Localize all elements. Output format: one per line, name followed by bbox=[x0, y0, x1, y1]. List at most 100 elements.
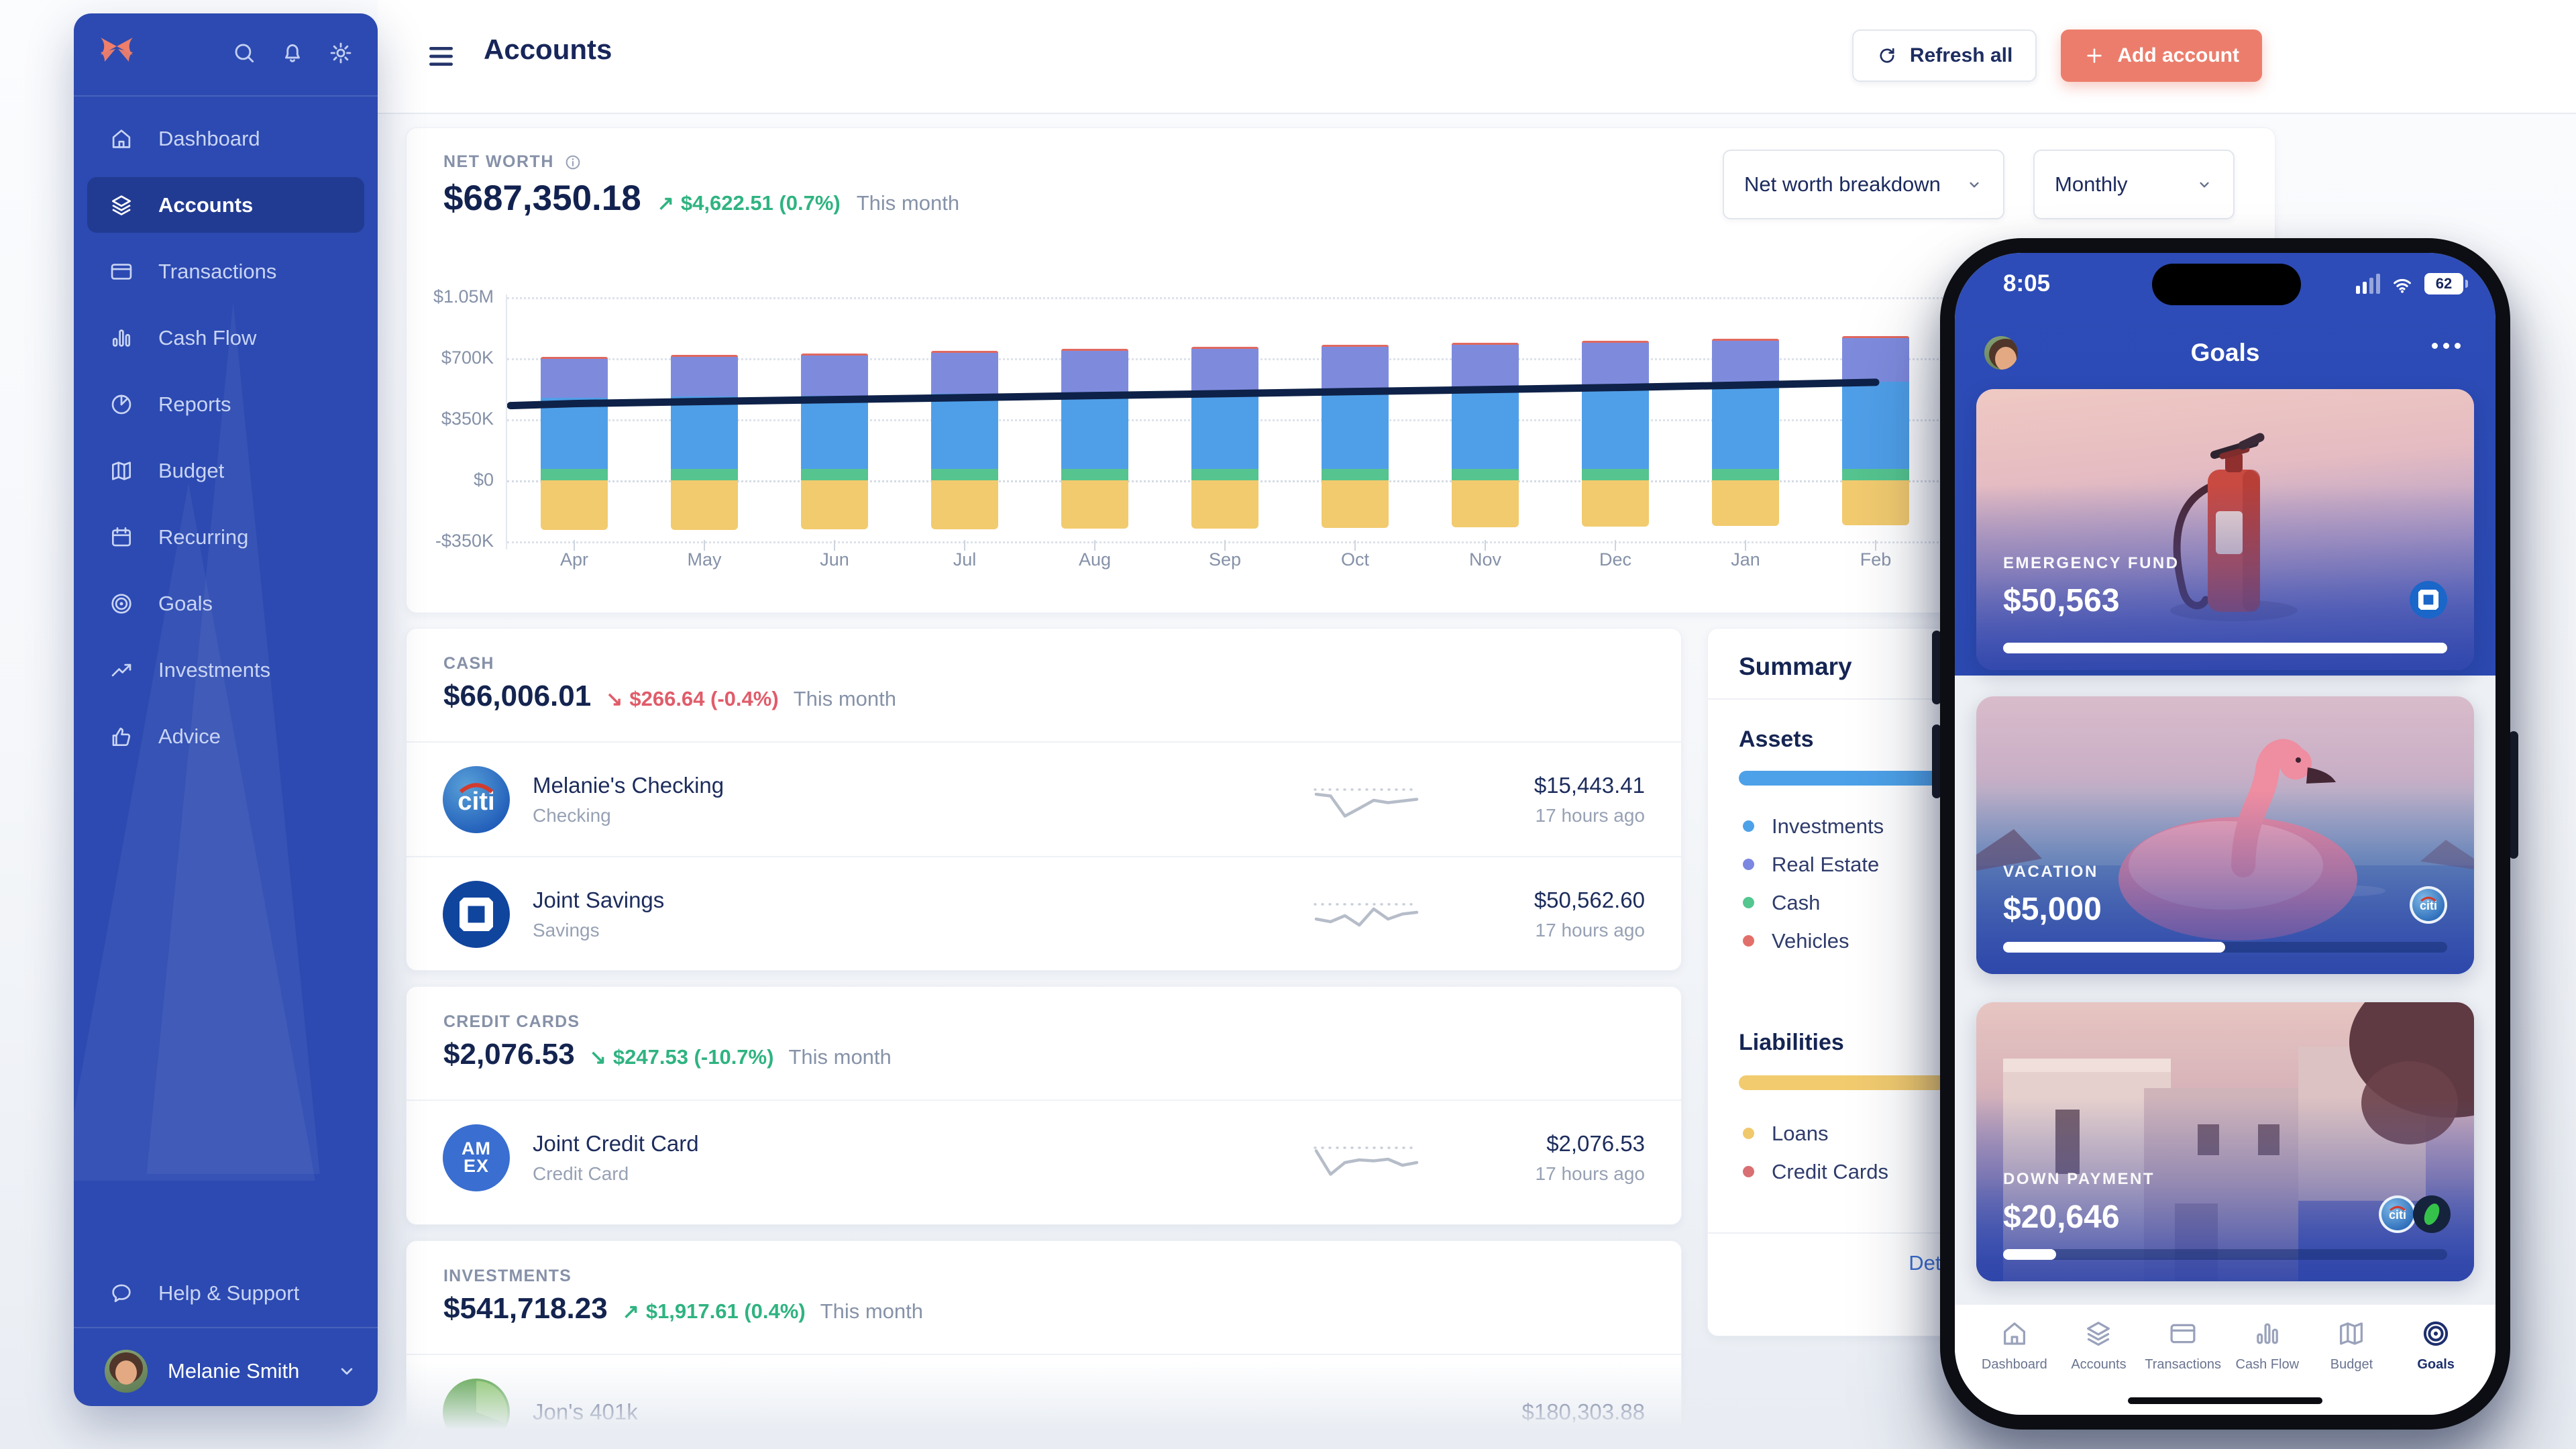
goal-value: $20,646 bbox=[2003, 1199, 2120, 1235]
sidebar-item-goals[interactable]: Goals bbox=[74, 570, 378, 637]
search-icon[interactable] bbox=[231, 40, 257, 66]
phone-nav-item-budget[interactable]: Budget bbox=[2311, 1318, 2392, 1373]
account-info: Jon's 401k bbox=[533, 1399, 638, 1425]
chart-bar-segment-cash bbox=[801, 469, 868, 480]
phone-nav-label: Dashboard bbox=[1981, 1357, 2047, 1372]
legend-item-investments[interactable]: Investments bbox=[1743, 807, 1884, 845]
sidebar-item-help-support[interactable]: Help & Support bbox=[74, 1260, 378, 1326]
chart-gridline bbox=[507, 297, 2224, 299]
assets-heading: Assets bbox=[1739, 727, 1814, 752]
chart-bar-segment-loans bbox=[1842, 480, 1909, 526]
card-icon bbox=[2167, 1318, 2198, 1349]
chevron-down-icon bbox=[1966, 176, 1983, 193]
monarch-logo-icon[interactable] bbox=[95, 32, 138, 75]
chart-bar-segment-investments bbox=[801, 395, 868, 470]
sidebar-item-transactions[interactable]: Transactions bbox=[74, 238, 378, 305]
sidebar-item-label: Transactions bbox=[158, 259, 277, 283]
legend-item-cash[interactable]: Cash bbox=[1743, 883, 1884, 922]
goal-progress-fill bbox=[2003, 643, 2447, 653]
x-axis-label: Jun bbox=[820, 549, 849, 570]
x-axis-label: Feb bbox=[1860, 549, 1892, 570]
user-menu[interactable]: Melanie Smith bbox=[74, 1336, 378, 1406]
chevron-down-icon bbox=[2196, 176, 2213, 193]
more-icon[interactable] bbox=[2432, 343, 2461, 349]
sidebar-item-cash-flow[interactable]: Cash Flow bbox=[74, 305, 378, 371]
refresh-icon bbox=[1876, 45, 1898, 66]
goal-progress-track bbox=[2003, 643, 2447, 653]
account-row[interactable]: Joint Savings Savings $50,562.60 17 hours a… bbox=[407, 856, 1681, 971]
investment-account-list: Jon's 401k $180,303.88 bbox=[407, 1354, 1681, 1449]
phone-volume-button bbox=[1932, 724, 1941, 798]
x-axis-label: Jul bbox=[953, 549, 977, 570]
sidebar-item-budget[interactable]: Budget bbox=[74, 437, 378, 504]
sidebar-item-dashboard[interactable]: Dashboard bbox=[74, 105, 378, 172]
legend-dot bbox=[1743, 1128, 1754, 1139]
chart-bar-segment-investments bbox=[1452, 387, 1519, 469]
add-account-button[interactable]: Add account bbox=[2061, 30, 2262, 82]
account-row[interactable]: Jon's 401k $180,303.88 bbox=[407, 1354, 1681, 1449]
legend-label: Cash bbox=[1772, 890, 1821, 914]
divider bbox=[1708, 698, 2003, 700]
sidebar-item-advice[interactable]: Advice bbox=[74, 703, 378, 769]
account-name: Jon's 401k bbox=[533, 1399, 638, 1424]
account-name: Melanie's Checking bbox=[533, 772, 724, 798]
phone-avatar[interactable] bbox=[1984, 336, 2018, 370]
legend-item-real-estate[interactable]: Real Estate bbox=[1743, 845, 1884, 883]
account-row[interactable]: AM EX Joint Credit Card Credit Card $2,076.5… bbox=[407, 1099, 1681, 1214]
sidebar-item-reports[interactable]: Reports bbox=[74, 371, 378, 437]
info-icon[interactable] bbox=[564, 153, 582, 172]
chart-bar-segment-loans bbox=[671, 480, 738, 530]
phone-nav-item-accounts[interactable]: Accounts bbox=[2058, 1318, 2139, 1373]
chart-bar-segment-vehicles bbox=[541, 356, 608, 359]
home-indicator[interactable] bbox=[2128, 1397, 2322, 1404]
chart-bar-segment-cash bbox=[1712, 468, 1779, 480]
phone-nav-item-cash-flow[interactable]: Cash Flow bbox=[2227, 1318, 2308, 1373]
chart-bar-segment-real-estate bbox=[931, 353, 998, 394]
chart-bar-segment-cash bbox=[1061, 468, 1128, 480]
summary-title: Summary bbox=[1739, 653, 1852, 680]
breakdown-select[interactable]: Net worth breakdown bbox=[1723, 150, 2004, 219]
legend-dot bbox=[1743, 935, 1754, 947]
legend-item-loans[interactable]: Loans bbox=[1743, 1114, 1888, 1152]
phone-nav-item-dashboard[interactable]: Dashboard bbox=[1974, 1318, 2055, 1373]
investments-section-change: $1,917.61 (0.4%) bbox=[645, 1299, 806, 1323]
y-axis-label: $0 bbox=[473, 470, 494, 490]
chart-bar-segment-cash bbox=[1322, 468, 1389, 480]
dynamic-island bbox=[2152, 264, 2301, 305]
sidebar-item-investments[interactable]: Investments bbox=[74, 637, 378, 703]
credit-cards-section-label: CREDIT CARDS bbox=[443, 1012, 580, 1031]
legend-item-credit-cards[interactable]: Credit Cards bbox=[1743, 1152, 1888, 1191]
goal-card-vacation[interactable]: VACATION $5,000 citi bbox=[1976, 696, 2474, 974]
phone-nav-item-transactions[interactable]: Transactions bbox=[2143, 1318, 2223, 1373]
menu-icon[interactable] bbox=[425, 38, 462, 75]
gear-icon[interactable] bbox=[328, 40, 354, 66]
card-icon bbox=[109, 259, 134, 284]
chart-bar-segment-investments bbox=[1322, 389, 1389, 469]
legend-item-vehicles[interactable]: Vehicles bbox=[1743, 922, 1884, 960]
goal-card-emergency-fund[interactable]: EMERGENCY FUND $50,563 bbox=[1976, 389, 2474, 670]
phone-volume-button bbox=[1932, 631, 1941, 704]
phone-nav-label: Budget bbox=[2330, 1357, 2373, 1372]
x-axis-label: Dec bbox=[1599, 549, 1631, 570]
sidebar-item-label: Goals bbox=[158, 591, 213, 615]
chart-bar-segment-investments bbox=[1712, 384, 1779, 469]
x-axis-label: Apr bbox=[559, 549, 589, 570]
chase-logo bbox=[443, 880, 510, 948]
goal-card-down-payment[interactable]: DOWN PAYMENT $20,646 citi bbox=[1976, 1002, 2474, 1281]
sidebar-item-label: Cash Flow bbox=[158, 325, 257, 350]
phone-nav-item-goals[interactable]: Goals bbox=[2396, 1318, 2476, 1373]
sidebar-item-recurring[interactable]: Recurring bbox=[74, 504, 378, 570]
cash-account-list: citi Melanie's Checking Checking $15,443.41… bbox=[407, 741, 1681, 971]
refresh-all-button[interactable]: Refresh all bbox=[1851, 30, 2037, 82]
bell-icon[interactable] bbox=[280, 40, 305, 66]
account-values: $180,303.88 bbox=[1444, 1399, 1645, 1425]
y-axis-label: -$350K bbox=[435, 531, 494, 551]
sidebar-item-accounts[interactable]: Accounts bbox=[74, 172, 378, 238]
range-select[interactable]: Monthly bbox=[2033, 150, 2235, 219]
plus-icon bbox=[2084, 45, 2105, 66]
cash-section-value: $66,006.01 bbox=[443, 680, 592, 712]
account-row[interactable]: citi Melanie's Checking Checking $15,443.41… bbox=[407, 741, 1681, 856]
goal-card-overlay bbox=[1976, 696, 2474, 974]
chart-bar-segment-vehicles bbox=[1842, 335, 1909, 339]
chart-bar-segment-real-estate bbox=[671, 357, 738, 397]
